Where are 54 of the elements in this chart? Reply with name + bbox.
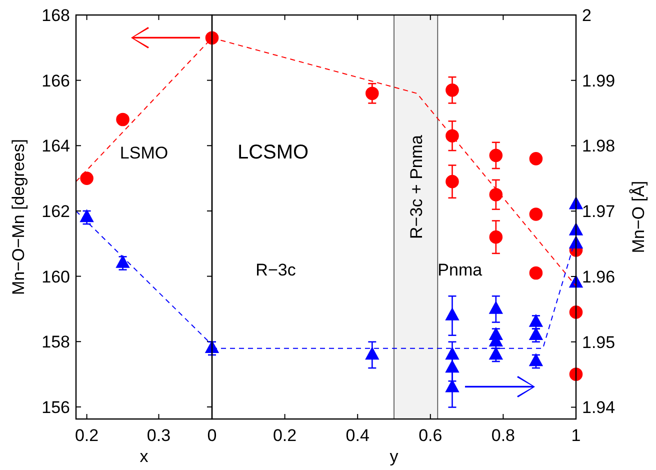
x-tick-label: 0.3 xyxy=(146,426,171,445)
y2-tick-label: 1.97 xyxy=(582,202,616,222)
point xyxy=(529,152,543,166)
x-tick-label: 1 xyxy=(571,426,581,445)
annotation: LSMO xyxy=(120,143,168,162)
point xyxy=(446,129,459,142)
point xyxy=(116,112,130,126)
x-tick-label: 0.6 xyxy=(418,426,442,445)
y2-tick-label: 1.98 xyxy=(582,136,616,156)
band-label: R−3c + Pnma xyxy=(406,134,426,239)
y-tick-label: 164 xyxy=(42,136,70,156)
point xyxy=(529,354,543,366)
x-axis-title: y xyxy=(390,447,399,466)
x-tick-label: 0.2 xyxy=(74,426,99,445)
y-tick-label: 160 xyxy=(42,267,70,286)
annotation: Pnma xyxy=(438,260,483,280)
point xyxy=(569,368,583,381)
point xyxy=(446,347,459,360)
y2-tick-label: 1.95 xyxy=(582,332,616,352)
x-axis-title: x xyxy=(140,447,149,466)
point xyxy=(446,380,459,392)
point xyxy=(489,302,503,314)
point xyxy=(80,172,94,185)
point xyxy=(529,266,543,280)
y2-tick-label: 1.99 xyxy=(582,71,616,90)
x-tick-label: 0.8 xyxy=(491,426,516,445)
x-tick-label: 0.4 xyxy=(346,426,370,445)
y-tick-label: 156 xyxy=(42,398,70,417)
y2-tick-label: 1.94 xyxy=(582,398,616,418)
point xyxy=(489,230,503,244)
point xyxy=(529,208,543,221)
point xyxy=(116,256,130,268)
y2-tick-label: 2 xyxy=(582,6,592,25)
point xyxy=(80,210,94,222)
y2-tick-label: 1.96 xyxy=(582,267,616,286)
y-tick-label: 158 xyxy=(42,332,70,352)
point xyxy=(569,306,583,319)
annotation: LCSMO xyxy=(237,141,309,164)
point xyxy=(569,223,583,236)
y-tick-label: 162 xyxy=(42,202,70,221)
y2-axis-title: Mn−O [Å] xyxy=(629,180,648,254)
x-tick-label: 0 xyxy=(207,426,217,445)
point xyxy=(489,188,503,202)
annotation: R−3c xyxy=(256,260,296,280)
point xyxy=(489,148,503,162)
y-tick-label: 168 xyxy=(42,6,70,25)
point xyxy=(446,308,459,320)
point xyxy=(446,83,459,97)
y-tick-label: 166 xyxy=(42,71,70,90)
point xyxy=(446,174,459,188)
point xyxy=(366,347,379,360)
y-axis-title: Mn−O−Mn [degrees] xyxy=(9,139,28,295)
point xyxy=(366,86,379,100)
x-tick-label: 0.2 xyxy=(272,426,297,445)
